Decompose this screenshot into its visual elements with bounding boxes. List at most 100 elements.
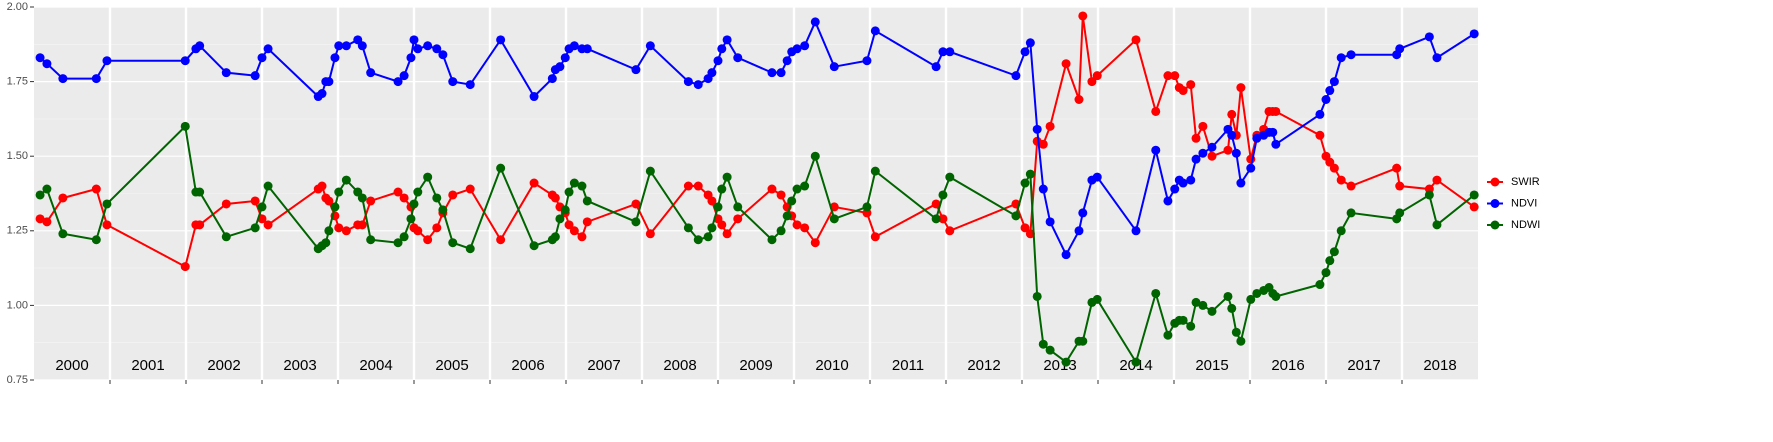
data-point — [1395, 181, 1405, 191]
y-tick-label: 1.75 — [7, 76, 28, 88]
data-point — [631, 199, 641, 209]
data-point — [1020, 47, 1030, 57]
data-point — [938, 214, 948, 224]
year-label: 2004 — [359, 357, 392, 374]
data-point — [1045, 121, 1055, 131]
y-tick-label: 1.50 — [7, 150, 28, 162]
data-point — [1207, 151, 1217, 161]
data-point — [810, 17, 820, 27]
data-point — [1025, 169, 1035, 179]
data-point — [496, 35, 506, 45]
data-point — [713, 56, 723, 66]
data-point — [341, 226, 351, 236]
data-point — [1092, 172, 1102, 182]
data-point — [341, 175, 351, 185]
y-tick-label: 2.00 — [7, 1, 28, 13]
data-point — [1198, 148, 1208, 158]
data-point — [717, 184, 727, 194]
data-point — [1236, 83, 1246, 93]
year-label: 2010 — [815, 357, 848, 374]
data-point — [321, 238, 331, 248]
data-point — [776, 68, 786, 78]
data-point — [1315, 280, 1325, 290]
data-point — [945, 226, 955, 236]
data-point — [1191, 297, 1201, 307]
data-point — [1268, 127, 1278, 137]
data-point — [782, 211, 792, 221]
data-point — [529, 92, 539, 102]
data-point — [438, 50, 448, 60]
data-point — [42, 59, 52, 69]
data-point — [1078, 11, 1088, 21]
data-point — [1346, 208, 1356, 218]
data-point — [1207, 142, 1217, 152]
data-point — [195, 41, 205, 51]
data-point — [1432, 175, 1442, 185]
data-point — [317, 89, 327, 99]
data-point — [776, 226, 786, 236]
data-point — [631, 65, 641, 75]
data-point — [1198, 121, 1208, 131]
data-point — [1131, 357, 1141, 367]
data-point — [1227, 109, 1237, 119]
data-point — [569, 41, 579, 51]
data-point — [357, 193, 367, 203]
data-point — [263, 220, 273, 230]
data-point — [1395, 44, 1405, 54]
year-label: 2012 — [967, 357, 1000, 374]
data-point — [448, 238, 458, 248]
data-point — [399, 232, 409, 242]
data-point — [496, 235, 506, 245]
data-point — [582, 44, 592, 54]
data-point — [555, 62, 565, 72]
data-point — [870, 166, 880, 176]
data-point — [1078, 208, 1088, 218]
data-point — [1092, 294, 1102, 304]
data-point — [1020, 223, 1030, 233]
data-point — [550, 193, 560, 203]
data-point — [406, 214, 416, 224]
data-point — [931, 199, 941, 209]
data-point — [1325, 86, 1335, 96]
data-point — [1271, 291, 1281, 301]
data-point — [1025, 38, 1035, 48]
data-point — [1346, 50, 1356, 60]
data-point — [722, 35, 732, 45]
data-point — [1336, 53, 1346, 63]
data-point — [945, 172, 955, 182]
data-point — [1469, 29, 1479, 39]
data-point — [776, 190, 786, 200]
data-point — [693, 181, 703, 191]
data-point — [564, 220, 574, 230]
year-label: 2008 — [663, 357, 696, 374]
data-point — [1315, 109, 1325, 119]
data-point — [330, 53, 340, 63]
data-point — [555, 214, 565, 224]
year-label: 2017 — [1347, 357, 1380, 374]
data-point — [438, 205, 448, 215]
data-point — [423, 235, 433, 245]
data-point — [1186, 321, 1196, 331]
data-point — [938, 47, 948, 57]
data-point — [1151, 145, 1161, 155]
data-point — [800, 41, 810, 51]
data-point — [334, 223, 344, 233]
data-point — [733, 202, 743, 212]
data-point — [645, 229, 655, 239]
data-point — [1131, 35, 1141, 45]
data-point — [577, 232, 587, 242]
data-point — [393, 238, 403, 248]
data-point — [102, 220, 112, 230]
legend-marker — [1490, 177, 1500, 187]
data-point — [717, 220, 727, 230]
data-point — [862, 56, 872, 66]
data-point — [324, 196, 334, 206]
data-point — [1432, 53, 1442, 63]
data-point — [317, 181, 327, 191]
data-point — [1191, 154, 1201, 164]
data-point — [1191, 133, 1201, 143]
data-point — [250, 196, 260, 206]
data-point — [1325, 256, 1335, 266]
data-point — [1198, 300, 1208, 310]
data-point — [767, 184, 777, 194]
